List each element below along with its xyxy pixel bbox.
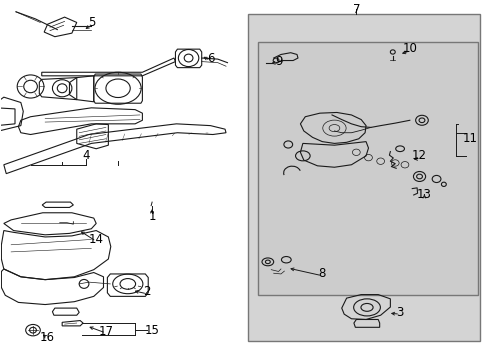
Text: 13: 13 [416, 189, 431, 202]
Text: 5: 5 [87, 16, 95, 29]
Text: 9: 9 [274, 55, 282, 68]
Text: 1: 1 [148, 210, 156, 223]
Text: 14: 14 [88, 233, 103, 246]
Text: 4: 4 [82, 149, 90, 162]
Text: 11: 11 [462, 131, 477, 145]
Text: 12: 12 [411, 149, 426, 162]
Text: 6: 6 [206, 51, 214, 64]
Text: 16: 16 [40, 331, 55, 344]
Bar [248, 14, 479, 341]
Text: 8: 8 [318, 267, 325, 280]
Text: 2: 2 [143, 284, 151, 297]
Text: 15: 15 [144, 324, 159, 337]
Bar [258, 42, 477, 294]
Text: 17: 17 [98, 325, 113, 338]
Text: 3: 3 [396, 306, 403, 319]
Text: 10: 10 [402, 42, 416, 55]
Text: 7: 7 [352, 3, 359, 16]
